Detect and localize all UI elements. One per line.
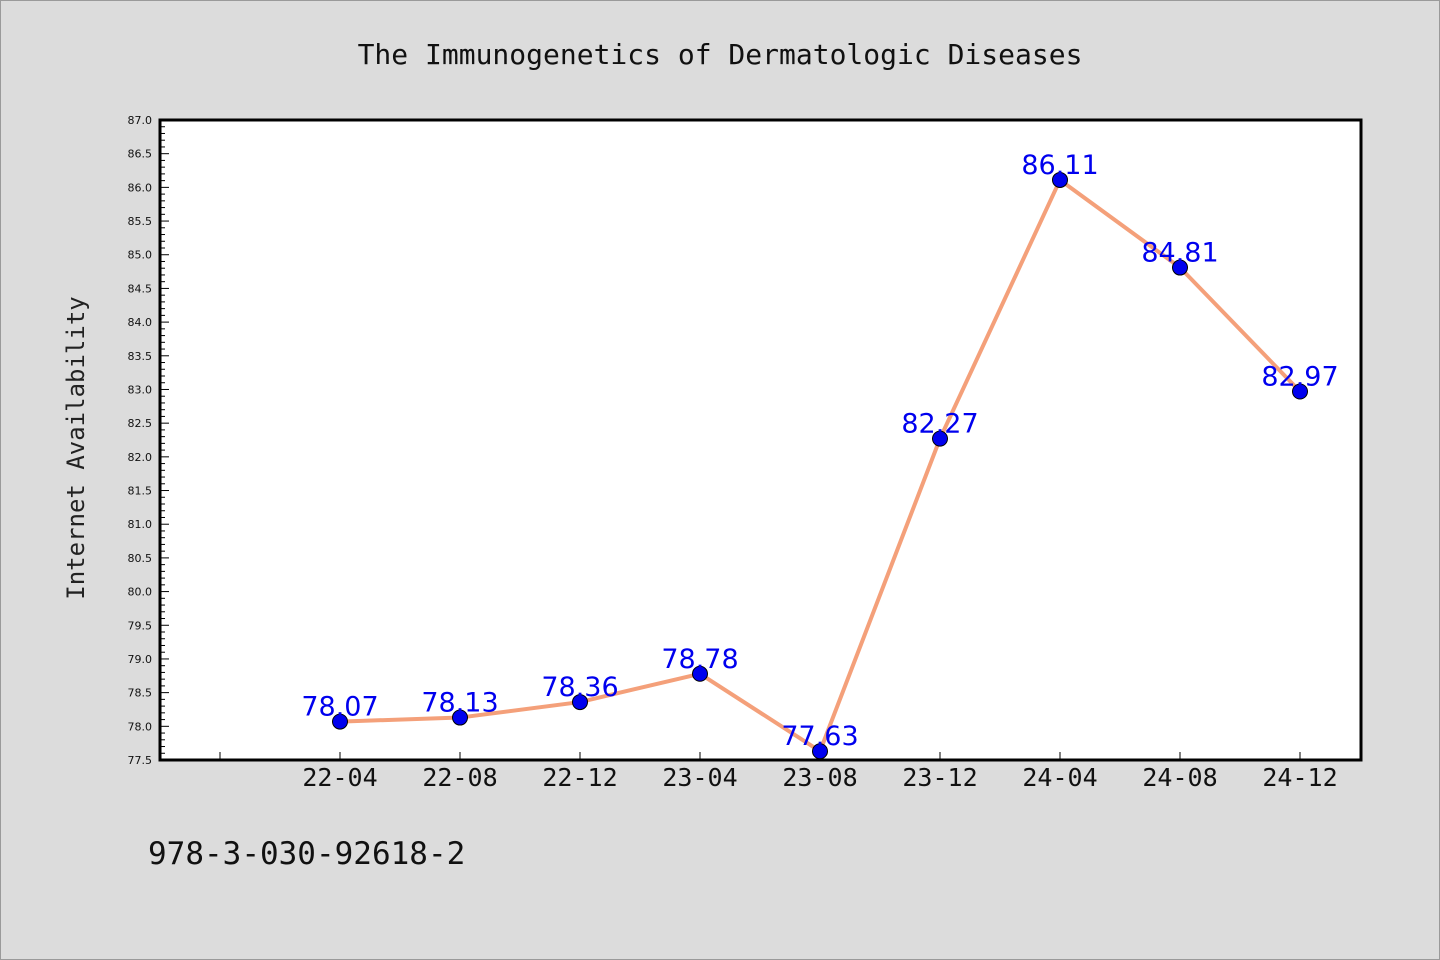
data-point [452, 709, 468, 726]
y-tick-label: 85.5 [128, 215, 153, 228]
y-tick-label: 86.5 [128, 148, 153, 161]
y-tick-label: 86.0 [128, 181, 153, 194]
series-layer: 78.07 78.13 78.36 78.78 77.63 82.27 86.11 84.81… [301, 150, 1339, 760]
y-tick-label: 81.0 [128, 518, 153, 531]
data-point [1172, 259, 1188, 276]
data-point [932, 430, 948, 447]
plot-area [160, 120, 1361, 760]
y-tick-label: 84.0 [128, 316, 153, 329]
data-label: 86.11 [1021, 150, 1098, 181]
data-point [332, 713, 348, 730]
y-tick-label: 78.0 [128, 720, 153, 733]
y-tick-label: 78.5 [128, 687, 153, 700]
y-tick-label: 79.5 [128, 619, 153, 632]
data-label: 78.36 [541, 672, 618, 703]
x-tick-label: 23-08 [782, 763, 857, 792]
data-point [1292, 383, 1308, 400]
y-tick-label: 87.0 [128, 114, 153, 127]
data-point [692, 665, 708, 682]
y-tick-label: 83.0 [128, 383, 153, 396]
x-tick-label: 24-08 [1142, 763, 1217, 792]
y-axis-label: Internet Availability [62, 296, 90, 599]
isbn-footer: 978-3-030-92618-2 [148, 836, 465, 872]
x-tick-label: 22-08 [422, 763, 497, 792]
x-tick-label: 23-12 [902, 763, 977, 792]
plot-border [158, 118, 1363, 762]
data-label: 82.97 [1261, 361, 1338, 392]
chart-title: The Immunogenetics of Dermatologic Disea… [358, 38, 1083, 71]
y-tick-label: 79.0 [128, 653, 153, 666]
y-tick-label: 82.5 [128, 417, 153, 430]
data-point [572, 694, 588, 711]
data-label: 78.78 [661, 644, 738, 675]
x-axis: 22-04 22-08 22-12 23-04 23-08 23-12 24-04 24-08… [219, 752, 1338, 792]
y-axis: 77.5 78.0 78.5 79.0 79.5 80.0 80.5 81.0 81.5 82.0… [128, 114, 169, 767]
x-tick-label: 22-04 [302, 763, 377, 792]
y-tick-label: 84.5 [128, 282, 153, 295]
y-tick-label: 81.5 [128, 485, 153, 498]
y-tick-label: 85.0 [128, 249, 153, 262]
x-tick-label: 22-12 [542, 763, 617, 792]
data-label: 78.07 [301, 692, 378, 723]
data-label: 77.63 [781, 721, 858, 752]
data-label: 82.27 [901, 409, 978, 440]
x-tick-label: 23-04 [662, 763, 737, 792]
x-tick-label: 24-04 [1022, 763, 1097, 792]
y-tick-label: 77.5 [128, 754, 153, 767]
data-label: 78.13 [421, 688, 498, 719]
y-tick-label: 82.0 [128, 451, 153, 464]
y-tick-label: 80.0 [128, 586, 153, 599]
y-tick-label: 80.5 [128, 552, 153, 565]
data-label: 84.81 [1141, 238, 1218, 269]
data-point [1052, 171, 1068, 188]
y-tick-label: 83.5 [128, 350, 153, 363]
x-tick-label: 24-12 [1262, 763, 1337, 792]
